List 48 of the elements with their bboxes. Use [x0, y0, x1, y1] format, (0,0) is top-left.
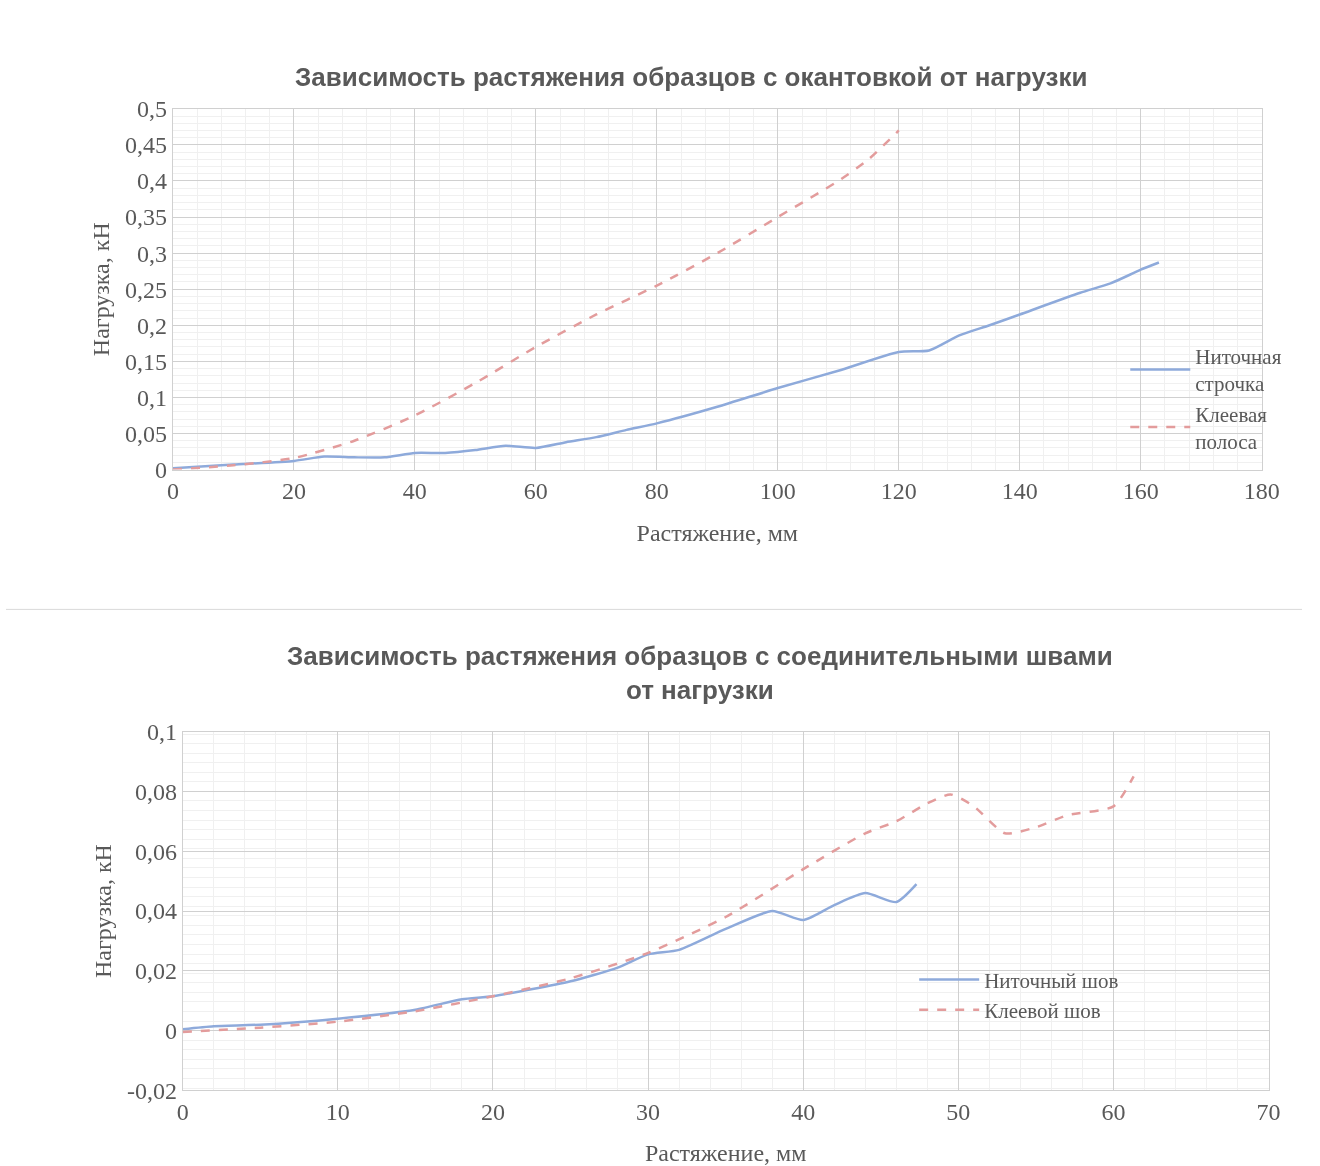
x-tick-label: 120 — [880, 478, 917, 505]
line-series — [172, 129, 901, 470]
y-axis-title: Нагрузка, кН — [90, 844, 117, 978]
y-tick-label: -0,02 — [126, 1077, 177, 1104]
y-tick-label: 0,45 — [125, 132, 168, 159]
y-tick-label: 0,06 — [134, 838, 177, 865]
legend-label: Клеевая полоса — [1195, 402, 1268, 454]
x-tick-label: 50 — [946, 1099, 971, 1126]
chart-title: Зависимость растяжения образцов с окантовкой от нагрузки — [295, 62, 1088, 92]
x-tick-label: 40 — [791, 1099, 816, 1126]
legend-label: Ниточная строчка — [1195, 344, 1282, 397]
y-tick-label: 0,25 — [125, 276, 168, 303]
y-tick-label: 0,5 — [137, 96, 168, 123]
x-tick-label: 160 — [1122, 478, 1159, 505]
x-tick-label: 100 — [759, 478, 796, 505]
y-tick-label: 0,35 — [125, 204, 168, 231]
x-tick-label: 40 — [402, 478, 427, 505]
line-series — [182, 882, 918, 1031]
y-tick-label: 0,04 — [134, 898, 177, 925]
y-tick-label: 0,15 — [125, 348, 168, 375]
y-tick-label: 0,1 — [146, 719, 177, 746]
y-tick-label: 0,08 — [134, 778, 177, 805]
x-tick-label: 60 — [1101, 1099, 1126, 1126]
y-axis-title: Нагрузка, кН — [88, 222, 115, 357]
y-tick-label: 0,4 — [137, 168, 168, 195]
x-tick-label: 10 — [325, 1099, 350, 1126]
chart-title: Зависимость растяжения образцов с соединительными швами от нагрузки — [287, 641, 1113, 705]
y-tick-label: 0,05 — [125, 420, 168, 447]
y-tick-label: 0,2 — [137, 312, 168, 339]
x-tick-label: 80 — [644, 478, 669, 505]
x-tick-label: 70 — [1256, 1099, 1281, 1126]
y-tick-label: 0 — [155, 456, 168, 483]
y-tick-label: 0,1 — [137, 384, 168, 411]
y-tick-label: 0,02 — [134, 958, 177, 985]
x-tick-label: 20 — [281, 478, 306, 505]
x-tick-label: 20 — [480, 1099, 505, 1126]
line-series — [182, 775, 1135, 1034]
y-tick-label: 0 — [164, 1018, 177, 1045]
legend-label: Клеевой шов — [984, 999, 1101, 1024]
x-tick-label: 140 — [1001, 478, 1038, 505]
x-axis-title: Растяжение, мм — [636, 519, 799, 546]
x-tick-label: 180 — [1243, 478, 1280, 505]
line-series — [172, 261, 1161, 470]
x-tick-label: 60 — [523, 478, 548, 505]
x-axis-title: Растяжение, мм — [644, 1140, 807, 1166]
x-tick-label: 30 — [636, 1099, 661, 1126]
legend-label: Ниточный шов — [984, 968, 1119, 993]
y-tick-label: 0,3 — [137, 240, 168, 267]
